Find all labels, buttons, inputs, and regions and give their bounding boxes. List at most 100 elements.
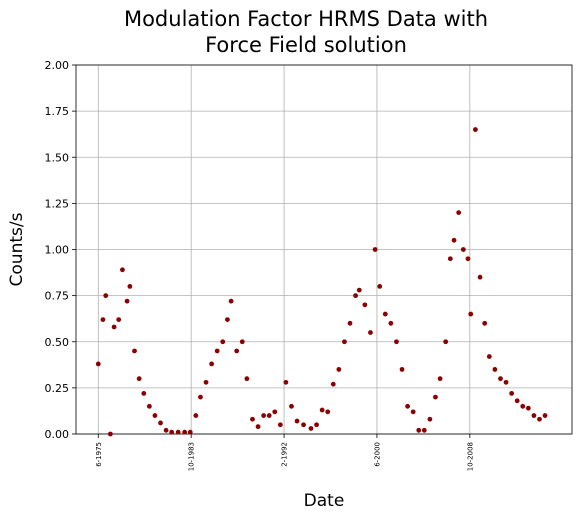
data-point <box>410 409 416 415</box>
data-point <box>111 324 117 330</box>
data-point <box>356 287 362 293</box>
y-tick-label: 0.25 <box>45 382 70 395</box>
data-point <box>103 293 109 299</box>
data-point <box>198 394 203 400</box>
data-point <box>451 237 457 243</box>
data-point <box>136 376 142 382</box>
data-point <box>336 367 342 372</box>
x-tick-label: 10-1983 <box>188 442 196 471</box>
data-point <box>228 298 234 304</box>
data-point <box>244 376 250 382</box>
data-point <box>193 413 199 418</box>
x-tick-label: 2-1992 <box>281 442 289 467</box>
data-point <box>388 320 394 326</box>
data-point <box>416 427 422 433</box>
data-point <box>531 413 537 418</box>
data-point <box>421 427 427 433</box>
data-point <box>325 409 331 415</box>
data-point <box>152 413 158 418</box>
data-point <box>465 256 471 262</box>
data-point <box>225 317 230 323</box>
data-point <box>95 361 101 367</box>
data-point <box>437 376 443 382</box>
data-point <box>427 416 433 422</box>
plot-frame <box>75 64 573 435</box>
y-tick-label: 0.75 <box>45 290 70 303</box>
data-point <box>127 284 133 289</box>
data-point <box>347 320 353 326</box>
data-point <box>456 210 462 216</box>
y-tick-label: 0.50 <box>45 336 70 349</box>
data-point <box>272 409 278 415</box>
chart-title: Modulation Factor HRMS Data with Force F… <box>123 7 489 57</box>
y-tick-label: 2.00 <box>45 59 70 72</box>
data-point <box>294 418 300 424</box>
data-point <box>342 339 347 345</box>
data-point <box>169 429 175 435</box>
data-point <box>447 256 453 262</box>
data-point <box>377 284 383 289</box>
data-point <box>382 311 388 317</box>
data-point <box>234 348 240 354</box>
data-point <box>368 330 373 335</box>
data-point <box>473 127 478 132</box>
x-tick-label: 6-2000 <box>373 442 381 467</box>
y-tick-label: 1.75 <box>45 105 70 118</box>
data-point <box>482 320 488 326</box>
data-point <box>399 367 405 372</box>
x-tick-label: 10-2008 <box>466 442 474 471</box>
data-point <box>498 376 503 382</box>
data-point <box>158 420 163 426</box>
data-point <box>239 339 245 345</box>
data-point <box>132 348 137 354</box>
data-point <box>209 361 215 367</box>
data-point <box>182 429 188 435</box>
data-point <box>255 424 261 430</box>
data-point <box>266 413 272 418</box>
data-point <box>100 317 106 323</box>
data-point <box>107 431 113 437</box>
data-point <box>277 422 283 428</box>
data-point <box>124 298 130 304</box>
data-point <box>120 267 125 273</box>
data-point <box>443 339 449 345</box>
data-point <box>314 422 319 428</box>
y-tick-label: 1.25 <box>45 197 70 210</box>
x-tick-label: 6-1975 <box>95 442 103 467</box>
data-point <box>353 293 358 299</box>
data-point <box>520 403 526 409</box>
data-point <box>537 416 542 422</box>
data-point <box>214 348 220 354</box>
data-point <box>477 274 483 280</box>
data-point <box>163 427 169 433</box>
data-point <box>146 403 152 409</box>
data-point <box>203 379 209 385</box>
data-point <box>175 429 181 435</box>
data-point <box>283 379 289 385</box>
data-point <box>308 426 314 431</box>
data-point <box>141 391 147 396</box>
data-point <box>525 405 531 411</box>
data-point <box>468 311 474 317</box>
data-point <box>486 354 492 359</box>
data-point <box>187 429 193 435</box>
y-axis-label: Counts/s <box>7 212 27 286</box>
data-point <box>542 413 548 418</box>
data-point <box>330 381 336 387</box>
x-axis-label: Date <box>304 491 345 511</box>
y-tick-label: 0.00 <box>45 428 70 441</box>
data-point <box>319 407 325 413</box>
data-point <box>289 403 294 409</box>
data-point <box>372 247 378 252</box>
data-point <box>301 422 306 428</box>
data-point <box>492 367 498 372</box>
data-point <box>362 302 368 308</box>
data-point <box>460 247 466 252</box>
data-point <box>394 339 399 345</box>
data-point <box>405 403 410 409</box>
data-point <box>220 339 226 345</box>
data-point <box>250 416 255 422</box>
data-point <box>509 391 515 396</box>
